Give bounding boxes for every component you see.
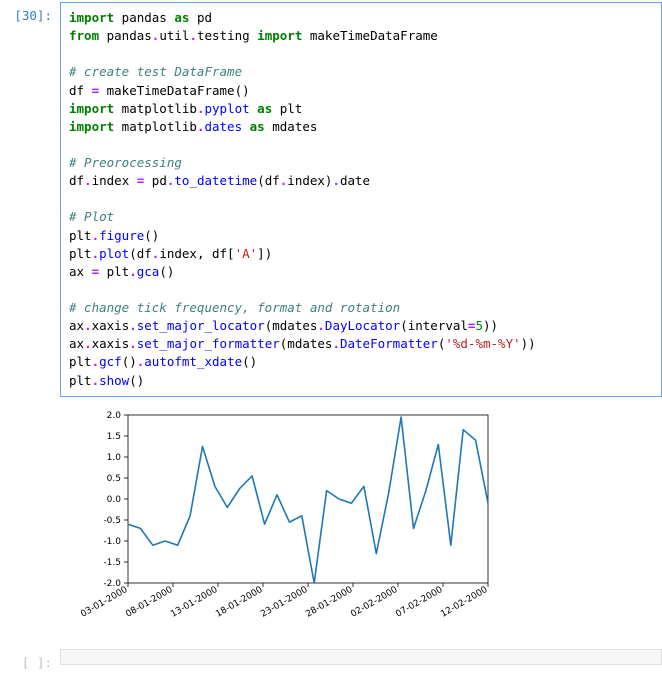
code-block[interactable]: import pandas as pd from pandas.util.tes… xyxy=(69,9,653,390)
empty-code-cell: [ ]: xyxy=(0,649,662,670)
input-prompt: [30]: xyxy=(0,2,60,23)
line-chart-output: -2.0-1.5-1.0-0.50.00.51.01.52.003-01-200… xyxy=(60,407,500,637)
svg-text:0.0: 0.0 xyxy=(107,495,122,505)
output-prompt xyxy=(0,401,60,407)
svg-text:0.5: 0.5 xyxy=(107,474,121,484)
output-area: -2.0-1.5-1.0-0.50.00.51.01.52.003-01-200… xyxy=(60,401,662,637)
svg-text:2.0: 2.0 xyxy=(107,411,122,421)
svg-text:-1.0: -1.0 xyxy=(103,537,121,547)
notebook: [30]: import pandas as pd from pandas.ut… xyxy=(0,0,662,670)
svg-text:1.0: 1.0 xyxy=(107,453,122,463)
empty-input-prompt: [ ]: xyxy=(0,649,60,670)
code-cell: [30]: import pandas as pd from pandas.ut… xyxy=(0,0,662,399)
empty-input-area[interactable] xyxy=(60,649,662,665)
code-input-area[interactable]: import pandas as pd from pandas.util.tes… xyxy=(60,2,662,397)
svg-text:-0.5: -0.5 xyxy=(103,516,121,526)
svg-text:-1.5: -1.5 xyxy=(103,558,121,568)
svg-text:1.5: 1.5 xyxy=(107,432,121,442)
output-cell: -2.0-1.5-1.0-0.50.00.51.01.52.003-01-200… xyxy=(0,399,662,639)
